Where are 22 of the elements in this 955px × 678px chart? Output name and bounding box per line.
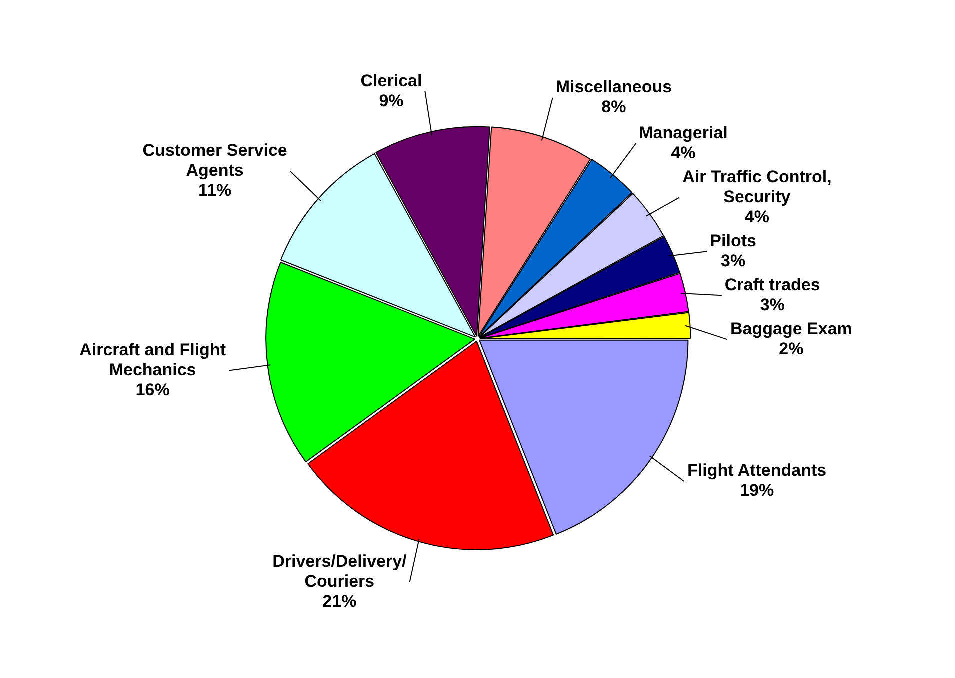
slice-label: Craft trades [724,275,820,294]
data-label: 19% [740,481,774,500]
data-label: 16% [136,380,170,400]
slice-label: Drivers/Delivery/ Couriers [272,552,408,592]
slice-label: Managerial [639,123,728,142]
slice-label: Baggage Exam [730,319,852,338]
data-label: 11% [198,181,232,200]
slice-label: Clerical [360,71,422,90]
data-label: 8% [602,98,626,117]
slice-label: Flight Attendants [687,461,827,480]
data-label: 3% [760,295,785,314]
data-label: 4% [671,143,696,162]
slice-label: Aircraft and Flight Mechanics [80,340,226,380]
data-label: 2% [779,339,804,358]
data-label: 9% [379,91,404,110]
slice-label: Customer Service Agents [142,141,288,180]
slice-label: Pilots [710,231,756,250]
data-label: 3% [721,251,746,270]
slice-label: Air Traffic Control, Security [682,167,832,206]
data-label: 4% [744,207,770,226]
data-label: 21% [322,592,357,612]
slice-label: Miscellaneous [556,78,672,97]
